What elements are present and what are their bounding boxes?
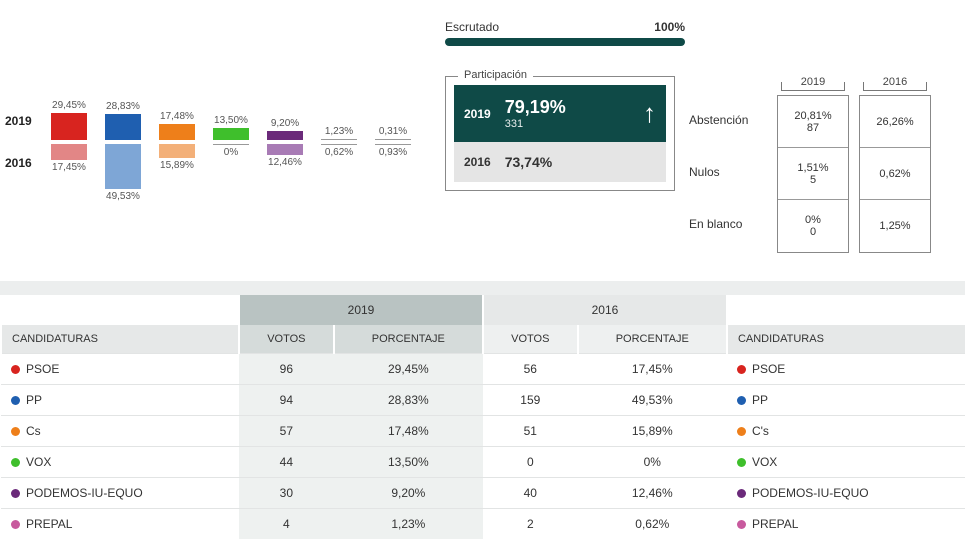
participation-box: Participación 2019 79,19% 331 ↑ 2016 73,… xyxy=(445,76,675,191)
mini-2016-blanco-pct: 1,25% xyxy=(879,220,910,232)
mini-2019-blanco-pct: 0% xyxy=(805,214,821,226)
bar-2016-pod: 12,46% xyxy=(261,144,309,168)
mini-2016-abst-pct: 26,26% xyxy=(876,116,913,128)
participation-active-row: 2019 79,19% 331 ↑ xyxy=(454,85,666,142)
results-table: 2019 2016 CANDIDATURAS VOTOS PORCENTAJE … xyxy=(0,295,965,539)
bar-2016-vox: 0% xyxy=(207,144,255,158)
scrutiny-bar xyxy=(445,38,685,46)
participation-active-count: 331 xyxy=(505,118,566,130)
table-row: PREPAL41,23%20,62%PREPAL xyxy=(1,509,965,540)
mini-head-2019: 2019 xyxy=(781,76,845,91)
mini-2019-blanco-n: 0 xyxy=(810,226,816,238)
chart-year-2016: 2016 xyxy=(5,144,45,170)
results-year-2016: 2016 xyxy=(483,295,727,325)
participation-prev-pct: 73,74% xyxy=(505,154,552,170)
participation-prev-row: 2016 73,74% xyxy=(454,142,666,182)
participation-active-year: 2019 xyxy=(464,107,491,121)
table-row: VOX4413,50%00%VOX xyxy=(1,447,965,478)
mini-row-abstencion: Abstención xyxy=(689,94,767,146)
participation-prev-year: 2016 xyxy=(464,155,491,169)
mini-row-blanco: En blanco xyxy=(689,198,767,250)
table-row: PP9428,83%15949,53%PP xyxy=(1,385,965,416)
bar-2019-pod: 9,20% xyxy=(261,118,309,139)
participation-legend: Participación xyxy=(458,69,533,81)
bar-2016-psoe: 17,45% xyxy=(45,144,93,173)
mini-2019-nulos-pct: 1,51% xyxy=(797,162,828,174)
results-header-pct-2019: PORCENTAJE xyxy=(334,325,483,354)
bar-2016-cs: 15,89% xyxy=(153,144,201,171)
table-row: PSOE9629,45%5617,45%PSOE xyxy=(1,354,965,385)
participation-active-pct: 79,19% xyxy=(505,97,566,117)
bar-2019-cs: 17,48% xyxy=(153,111,201,140)
bar-2019-psoe: 29,45% xyxy=(45,100,93,140)
table-row: Cs5717,48%5115,89%C's xyxy=(1,416,965,447)
results-year-2019: 2019 xyxy=(239,295,483,325)
bar-2019-vox: 13,50% xyxy=(207,115,255,140)
mini-2019-abst-n: 87 xyxy=(807,122,819,134)
scrutiny-value: 100% xyxy=(654,20,685,34)
trend-up-icon: ↑ xyxy=(643,98,656,129)
results-header-cand-right: CANDIDATURAS xyxy=(727,325,965,354)
results-header-cand-left: CANDIDATURAS xyxy=(1,325,239,354)
scrutiny-label: Escrutado xyxy=(445,20,499,34)
mini-2019-nulos-n: 5 xyxy=(810,174,816,186)
mini-tables: Abstención Nulos En blanco 2019 20,81%87… xyxy=(689,76,931,253)
scrutiny-block: Escrutado 100% xyxy=(445,20,960,46)
mini-head-2016: 2016 xyxy=(863,76,927,91)
separator xyxy=(0,281,965,295)
results-header-votes-2016: VOTOS xyxy=(483,325,578,354)
bar-2019-prepal: 1,23% xyxy=(315,126,363,140)
bar-2016-other: 0,93% xyxy=(369,144,417,158)
bar-2016-pp: 49,53% xyxy=(99,144,147,202)
bar-2019-other: 0,31% xyxy=(369,126,417,140)
chart-year-2019: 2019 xyxy=(5,114,45,140)
mini-row-nulos: Nulos xyxy=(689,146,767,198)
results-header-votes-2019: VOTOS xyxy=(239,325,334,354)
table-row: PODEMOS-IU-EQUO309,20%4012,46%PODEMOS-IU… xyxy=(1,478,965,509)
bar-2019-pp: 28,83% xyxy=(99,101,147,140)
bar-chart: 2019 29,45%28,83%17,48%13,50% 9,20% 1,23% 0… xyxy=(5,10,425,253)
bar-2016-prepal: 0,62% xyxy=(315,144,363,158)
results-header-pct-2016: PORCENTAJE xyxy=(578,325,727,354)
mini-2019-abst-pct: 20,81% xyxy=(794,110,831,122)
mini-2016-nulos-pct: 0,62% xyxy=(879,168,910,180)
